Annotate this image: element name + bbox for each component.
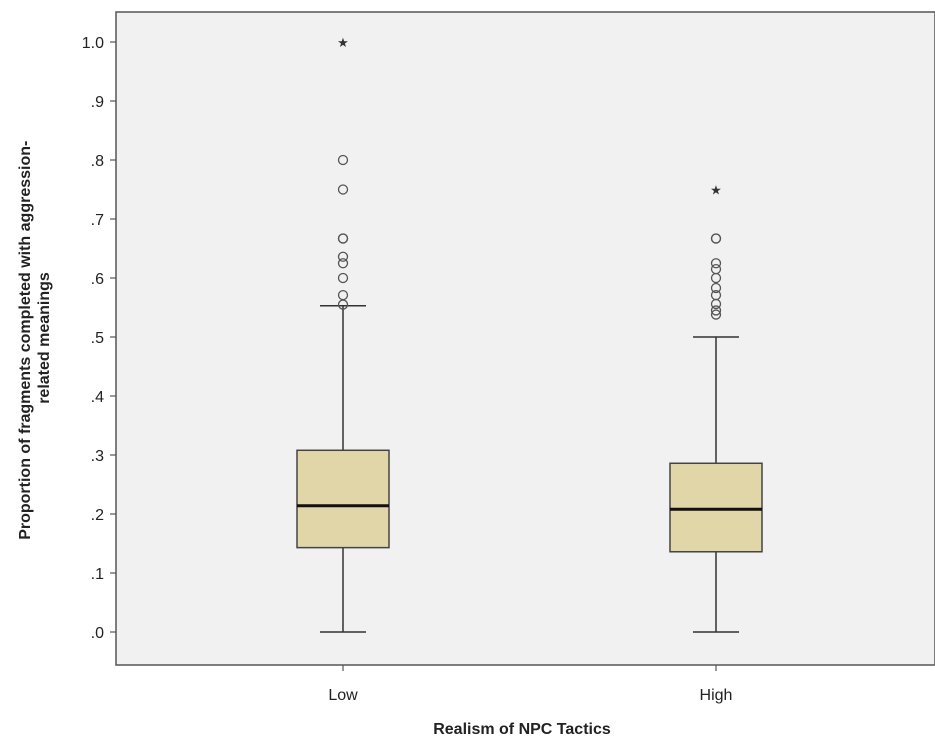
box-high: ★ (669, 184, 763, 633)
y-tick-label: .0 (91, 625, 104, 642)
box-iqr (296, 449, 390, 549)
outlier-point (337, 272, 349, 284)
x-axis: Low High (328, 665, 732, 704)
x-axis-title: Realism of NPC Tactics (433, 721, 611, 738)
outlier-point (710, 282, 722, 294)
y-tick-label: .9 (91, 94, 104, 111)
y-axis: .0 .1 .2 .3 .4 .5 .6 .7 .8 .9 1.0 (82, 35, 116, 642)
outlier-point (710, 289, 722, 301)
y-axis-title-line-2: related meanings (36, 272, 53, 404)
y-tick-label: .7 (91, 212, 104, 229)
y-tick-label: 1.0 (82, 35, 104, 52)
plot-area (115, 11, 935, 666)
box-iqr (669, 462, 763, 553)
y-axis-title: Proportion of fragments completed with a… (17, 136, 53, 540)
box-low: ★ (296, 36, 390, 633)
y-tick-label: .2 (91, 507, 104, 524)
outlier-point (710, 305, 722, 316)
y-tick-label: .1 (91, 566, 104, 583)
outlier-point (337, 154, 349, 166)
outlier-point (710, 258, 722, 269)
extreme-point: ★ (710, 184, 722, 199)
y-tick-label: .3 (91, 448, 104, 465)
outlier-point (710, 263, 722, 275)
y-tick-label: .5 (91, 330, 104, 347)
x-tick-label: Low (328, 687, 358, 704)
box-series: ★★ (296, 36, 763, 633)
outlier-point (337, 184, 349, 195)
extreme-point: ★ (337, 36, 349, 51)
outlier-point (710, 309, 722, 320)
outlier-point (710, 233, 722, 244)
y-tick-label: .8 (91, 153, 104, 170)
y-axis-title-line-1: Proportion of fragments completed with a… (17, 141, 34, 540)
outlier-point (337, 251, 349, 262)
y-tick-label: .4 (91, 389, 104, 406)
x-tick-label: High (700, 687, 733, 704)
y-tick-label: .6 (91, 271, 104, 288)
outlier-point (337, 258, 349, 269)
outlier-point (337, 289, 349, 301)
outlier-point (337, 233, 349, 244)
